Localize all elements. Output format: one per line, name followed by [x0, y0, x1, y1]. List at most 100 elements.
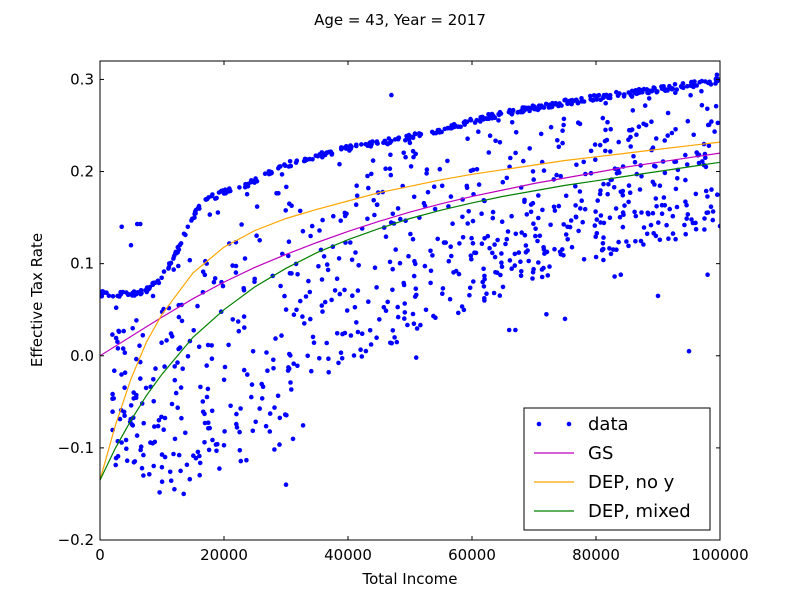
data-point — [624, 239, 629, 244]
data-point — [460, 214, 465, 220]
data-point — [710, 217, 716, 223]
data-point — [226, 342, 231, 348]
data-point — [528, 209, 534, 215]
data-point — [614, 171, 620, 176]
data-point — [603, 100, 608, 106]
data-point — [513, 231, 519, 237]
data-point — [673, 186, 679, 192]
data-point — [374, 285, 379, 290]
data-point — [230, 317, 236, 322]
data-point — [484, 291, 489, 297]
data-point — [487, 245, 492, 251]
data-point — [435, 236, 441, 242]
data-point — [164, 338, 169, 343]
data-point — [674, 204, 680, 210]
data-point — [638, 238, 644, 244]
data-point — [209, 343, 214, 348]
data-point — [592, 223, 598, 228]
data-point — [369, 171, 374, 177]
data-point — [603, 127, 608, 133]
data-point — [202, 420, 208, 426]
data-point — [408, 164, 414, 169]
data-point — [138, 447, 143, 453]
data-point — [424, 171, 429, 176]
data-point — [371, 197, 377, 203]
data-point — [523, 243, 529, 248]
data-point — [249, 394, 254, 400]
data-point — [337, 291, 343, 297]
data-point — [365, 173, 370, 179]
data-point — [476, 182, 482, 187]
data-point — [470, 241, 476, 246]
data-point — [449, 253, 454, 259]
data-point — [178, 385, 184, 390]
data-point — [168, 478, 174, 484]
data-point — [705, 272, 710, 278]
data-point — [524, 212, 530, 217]
data-point — [552, 246, 557, 252]
data-point — [600, 115, 606, 121]
data-point — [538, 131, 544, 137]
data-point — [567, 224, 573, 230]
scatter-points — [100, 72, 720, 497]
data-point — [513, 327, 518, 333]
data-point — [569, 244, 575, 250]
data-point — [161, 427, 166, 433]
data-point — [171, 267, 176, 272]
data-point — [213, 442, 219, 447]
data-point — [374, 139, 380, 145]
data-point — [222, 364, 228, 370]
data-point — [523, 250, 529, 255]
data-point — [411, 194, 417, 200]
data-point — [386, 136, 392, 141]
data-point — [196, 344, 202, 350]
data-point — [353, 250, 358, 255]
data-point — [178, 468, 183, 474]
data-point — [119, 372, 124, 377]
data-point — [271, 366, 276, 371]
data-point — [652, 85, 657, 91]
data-point — [159, 464, 165, 470]
data-point — [507, 107, 512, 113]
data-point — [644, 231, 650, 237]
data-point — [652, 182, 657, 187]
axis-ticks: 0 20000 40000 60000 80000 100000 −0.2 −0.1 0.0 0.… — [58, 61, 749, 564]
data-point — [273, 336, 278, 341]
data-point — [492, 254, 498, 260]
data-point — [348, 333, 354, 338]
data-point — [238, 406, 243, 411]
plot-frame — [99, 60, 721, 541]
data-point — [490, 215, 496, 221]
data-point — [639, 210, 644, 215]
data-point — [670, 231, 676, 236]
data-point — [430, 253, 435, 258]
data-point — [162, 454, 168, 460]
data-point — [284, 184, 289, 190]
data-point — [150, 293, 156, 299]
data-point — [388, 172, 394, 178]
data-point — [212, 276, 218, 281]
data-point — [366, 299, 371, 305]
data-point — [337, 161, 342, 167]
data-point — [675, 176, 680, 181]
data-point — [481, 284, 487, 289]
data-point — [413, 286, 419, 292]
data-point — [401, 150, 407, 156]
data-point — [249, 178, 254, 183]
data-point — [197, 460, 203, 466]
data-point — [184, 462, 190, 468]
data-point — [579, 198, 584, 203]
data-point — [715, 120, 720, 126]
data-point — [151, 399, 156, 404]
data-point — [171, 451, 176, 457]
data-point — [115, 346, 121, 351]
x-tick-label: 40000 — [324, 546, 372, 564]
data-point — [197, 472, 202, 478]
data-point — [578, 206, 583, 211]
data-point — [594, 97, 600, 102]
data-point — [336, 256, 342, 261]
data-point — [481, 266, 486, 272]
data-point — [242, 325, 247, 330]
data-point — [470, 167, 476, 173]
data-point — [156, 418, 162, 423]
